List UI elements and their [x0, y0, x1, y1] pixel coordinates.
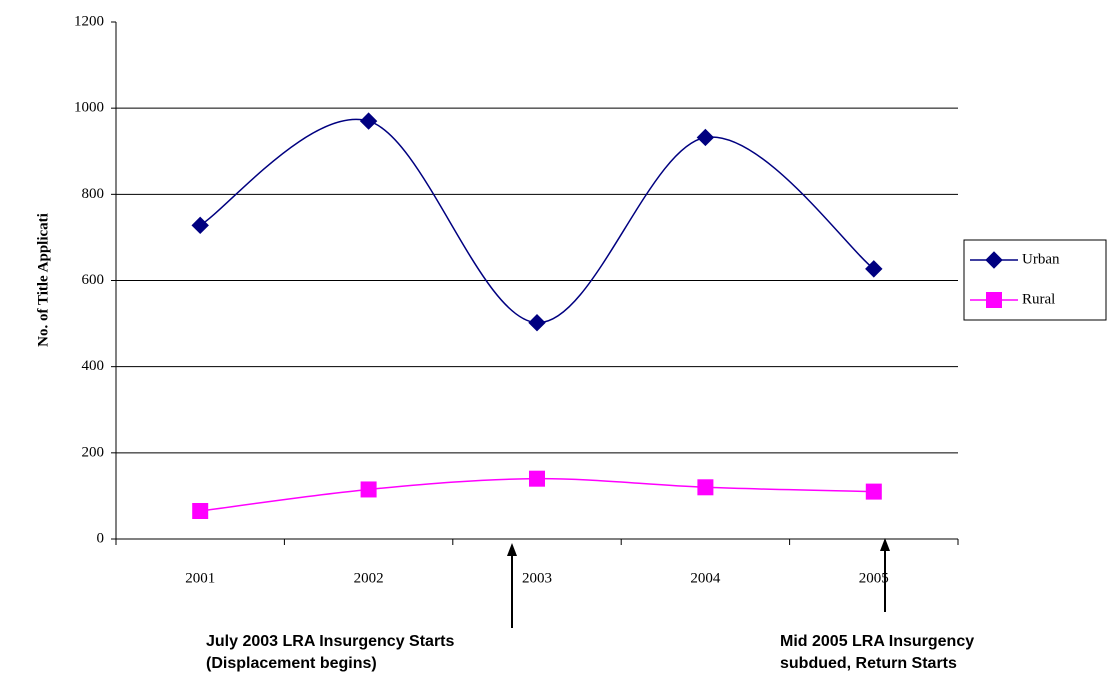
- annotation: July 2003 LRA Insurgency Starts: [206, 633, 454, 650]
- marker: [697, 479, 714, 496]
- legend-label: Rural: [1022, 291, 1055, 307]
- marker: [985, 251, 1003, 269]
- marker: [192, 502, 209, 519]
- line: [199, 118, 875, 324]
- marker: [360, 481, 377, 498]
- marker: [865, 260, 883, 278]
- annotation: (Displacement begins): [206, 655, 377, 672]
- x-tick-label: 2001: [185, 570, 215, 586]
- y-tick-label: 800: [82, 186, 105, 202]
- y-tick-label: 200: [82, 444, 105, 460]
- marker: [529, 470, 545, 487]
- x-tick-label: 2002: [354, 570, 384, 586]
- annotation-arrowhead: [880, 538, 890, 551]
- y-axis-label: No. of Title Applicati: [35, 213, 51, 347]
- annotation-arrowhead: [507, 543, 517, 556]
- marker: [191, 216, 209, 235]
- x-tick-label: 2004: [690, 570, 721, 586]
- y-tick-label: 1200: [74, 13, 104, 29]
- y-tick-label: 600: [82, 272, 105, 288]
- annotation: Mid 2005 LRA Insurgency: [780, 633, 974, 650]
- y-tick-label: 0: [97, 530, 105, 546]
- marker: [359, 112, 378, 130]
- marker: [696, 128, 715, 147]
- x-tick-label: 2003: [522, 570, 552, 586]
- annotation: subdued, Return Starts: [780, 655, 957, 672]
- x-tick-label: 2005: [859, 570, 889, 586]
- y-tick-label: 400: [82, 358, 105, 374]
- y-tick-label: 1000: [74, 100, 104, 116]
- legend-box: [963, 239, 1107, 321]
- marker: [865, 483, 882, 500]
- marker: [986, 292, 1002, 308]
- marker: [528, 314, 546, 332]
- legend-label: Urban: [1022, 251, 1060, 267]
